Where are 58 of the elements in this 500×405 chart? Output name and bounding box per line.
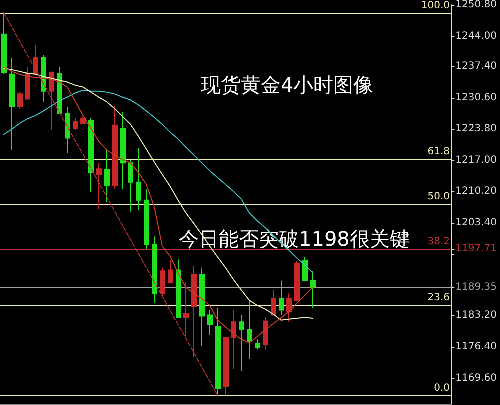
y-tick-label: 1237.40 (456, 61, 498, 72)
candlestick (271, 290, 276, 316)
candlestick (96, 162, 102, 210)
candlestick (120, 112, 126, 190)
candlestick (286, 293, 292, 323)
candlestick (239, 314, 244, 372)
candlestick (25, 67, 30, 100)
candlestick (231, 310, 236, 370)
candlestick (302, 256, 308, 282)
y-tick-label: 1169.60 (456, 372, 498, 384)
candlestick (88, 118, 94, 194)
candlestick (144, 188, 149, 250)
candlestick (183, 282, 189, 336)
annotation: 50.0 (428, 192, 450, 203)
candlestick (279, 280, 284, 316)
y-tick-label: 1223.80 (456, 124, 498, 135)
annotation: 23.6 (428, 292, 450, 304)
candlestick (199, 267, 205, 348)
y-tick-label: 1197.71 (456, 244, 498, 255)
candlestick (168, 260, 173, 284)
y-tick-label: 1203.40 (456, 217, 498, 228)
candlestick (310, 270, 316, 309)
candlestick (73, 118, 78, 131)
y-tick-label: 1176.40 (456, 342, 498, 352)
text: 现货黄金4小时图像 (201, 73, 374, 97)
candlestick (215, 308, 221, 396)
candlestick (294, 260, 300, 302)
candlestick (65, 106, 70, 154)
candlestick (191, 266, 197, 358)
y-tick-label: 1217.00 (456, 154, 498, 166)
candlestick (1, 12, 7, 75)
candlestick (80, 116, 86, 126)
candlestick (263, 316, 268, 350)
annotation: 61.8 (428, 146, 450, 158)
candlestick (247, 300, 252, 360)
candlestick (41, 54, 46, 102)
annotation: 38.2 (428, 236, 450, 248)
candlestick (255, 339, 260, 350)
candlestick (223, 336, 229, 396)
candlestick (152, 236, 157, 304)
candlestick (128, 159, 133, 212)
y-tick-label: 1230.60 (456, 92, 498, 104)
annotation: 100.0 (421, 0, 450, 12)
y-tick-label: 1189.35 (456, 282, 498, 293)
y-tick-label: 1250.80 (456, 0, 498, 10)
candlestick (9, 57, 15, 151)
candlestick (104, 150, 110, 203)
y-tick-label: 1244.00 (456, 30, 498, 42)
candlestick (136, 148, 141, 211)
candlestick (112, 106, 118, 190)
y-tick-label: 1183.20 (456, 310, 498, 322)
candlestick (17, 92, 23, 110)
y-tick-label: 1210.20 (456, 186, 498, 198)
candlestick (207, 310, 213, 336)
candlestick (49, 71, 54, 131)
candlestick (160, 267, 165, 297)
annotation: 0.0 (434, 383, 450, 394)
candlestick (176, 259, 181, 318)
